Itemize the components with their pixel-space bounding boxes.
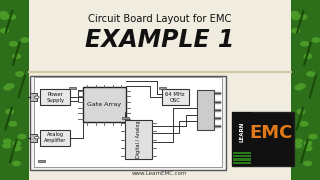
Bar (34, 77, 222, 167)
Bar (233, 158, 251, 161)
Circle shape (294, 144, 302, 148)
Circle shape (35, 96, 39, 98)
Bar (233, 152, 251, 154)
Circle shape (309, 134, 317, 139)
Circle shape (3, 144, 11, 148)
Circle shape (21, 38, 29, 42)
Circle shape (295, 139, 302, 143)
Circle shape (304, 146, 312, 150)
Bar (233, 162, 251, 164)
Text: EXAMPLE 1: EXAMPLE 1 (85, 28, 235, 52)
Circle shape (1, 15, 9, 19)
Circle shape (297, 84, 305, 88)
Circle shape (304, 54, 312, 58)
Circle shape (291, 12, 299, 16)
Circle shape (304, 161, 311, 166)
Bar (69, 87, 76, 89)
Circle shape (1, 28, 8, 33)
Circle shape (13, 146, 21, 150)
Circle shape (13, 141, 21, 146)
Bar (30, 76, 226, 170)
Circle shape (9, 122, 17, 126)
Circle shape (18, 134, 26, 139)
Text: Analog
Amplifier: Analog Amplifier (44, 132, 66, 143)
Circle shape (312, 38, 320, 42)
Circle shape (301, 42, 308, 46)
Bar (162, 89, 189, 105)
Bar (40, 130, 70, 146)
Circle shape (292, 15, 300, 19)
Circle shape (12, 161, 20, 166)
Bar (30, 134, 37, 142)
Bar (232, 112, 252, 166)
Bar (291, 0, 320, 180)
Circle shape (0, 12, 7, 16)
Text: Gate Array: Gate Array (87, 102, 121, 107)
Circle shape (6, 84, 14, 88)
Bar (40, 89, 70, 105)
Bar (30, 93, 37, 101)
Circle shape (4, 86, 12, 90)
Circle shape (16, 72, 23, 76)
Bar (197, 90, 214, 130)
Text: Power
Supply: Power Supply (46, 92, 64, 103)
Bar (159, 87, 166, 89)
Bar (233, 155, 251, 157)
Circle shape (4, 139, 11, 143)
Circle shape (300, 122, 308, 126)
Bar (0, 0, 29, 180)
Bar (125, 120, 152, 159)
Circle shape (292, 28, 300, 33)
Circle shape (307, 72, 315, 76)
Text: Digital / Analog: Digital / Analog (136, 121, 141, 158)
Circle shape (297, 109, 305, 114)
Circle shape (304, 141, 312, 146)
Text: 64 MHz
OSC: 64 MHz OSC (165, 92, 185, 103)
Circle shape (295, 86, 303, 90)
Bar (38, 160, 45, 162)
Circle shape (8, 15, 15, 19)
Circle shape (13, 54, 20, 58)
Bar (232, 112, 294, 166)
Circle shape (299, 15, 307, 19)
Text: Circuit Board Layout for EMC: Circuit Board Layout for EMC (88, 14, 232, 24)
Bar (29, 0, 291, 180)
Bar (83, 87, 126, 122)
Text: EMC: EMC (249, 124, 293, 142)
Text: LEARN: LEARN (239, 122, 244, 142)
Bar (122, 117, 129, 119)
Circle shape (35, 136, 39, 139)
Text: www.LearnEMC.com: www.LearnEMC.com (132, 171, 188, 176)
Circle shape (6, 109, 13, 114)
Circle shape (10, 42, 17, 46)
